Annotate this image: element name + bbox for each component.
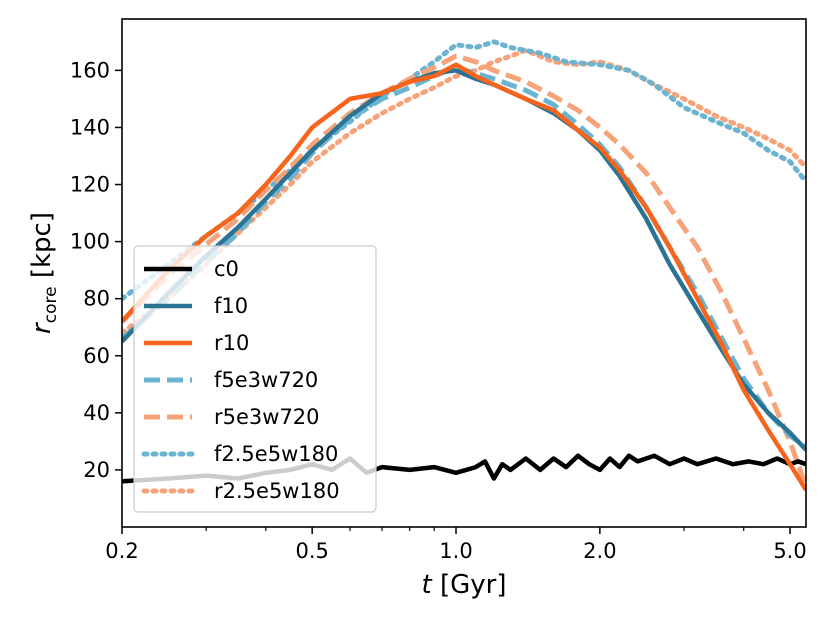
y-tick-label: 100 bbox=[70, 230, 110, 254]
series-line-r5e3w720 bbox=[122, 53, 806, 488]
legend-label-r10: r10 bbox=[214, 331, 249, 355]
legend-label-f5e3w720: f5e3w720 bbox=[214, 368, 318, 392]
x-tick-label: 0.2 bbox=[105, 539, 138, 563]
series-line-r10 bbox=[122, 62, 806, 492]
x-axis-ticks: 0.2 0.5 1.0 2.0 5.0 bbox=[105, 527, 807, 563]
series-line-r2.5e5w180 bbox=[122, 47, 806, 336]
x-tick-label: 2.0 bbox=[583, 539, 616, 563]
y-tick-label: 40 bbox=[83, 401, 110, 425]
legend: c0 f10 r10 f5e3w720 r5e3w720 f2.5e5w180 r2.5e5… bbox=[133, 245, 377, 513]
legend-label-f10: f10 bbox=[214, 294, 248, 318]
legend-label-c0: c0 bbox=[214, 257, 239, 281]
y-axis-ticks: 20 40 60 80 100 120 140 160 bbox=[70, 58, 122, 482]
x-tick-label: 5.0 bbox=[773, 539, 806, 563]
series-line-f5e3w720 bbox=[122, 65, 806, 450]
legend-label-r5e3w720: r5e3w720 bbox=[214, 405, 320, 429]
y-tick-label: 20 bbox=[83, 458, 110, 482]
y-tick-label: 60 bbox=[83, 344, 110, 368]
y-axis-label: rcore [kpc] bbox=[27, 212, 61, 334]
y-tick-label: 80 bbox=[83, 287, 110, 311]
x-axis-label: t [Gyr] bbox=[422, 570, 507, 600]
series-line-f2.5e5w180 bbox=[122, 39, 806, 302]
legend-label-r2.5e5w180: r2.5e5w180 bbox=[214, 479, 340, 503]
legend-box bbox=[133, 245, 377, 513]
series-layer bbox=[122, 39, 806, 492]
x-tick-label: 1.0 bbox=[439, 539, 472, 563]
y-tick-label: 160 bbox=[70, 58, 110, 82]
x-tick-label: 0.5 bbox=[295, 539, 328, 563]
y-tick-label: 140 bbox=[70, 115, 110, 139]
plot-frame bbox=[121, 18, 807, 528]
legend-label-f2.5e5w180: f2.5e5w180 bbox=[214, 442, 338, 466]
y-tick-label: 120 bbox=[70, 173, 110, 197]
